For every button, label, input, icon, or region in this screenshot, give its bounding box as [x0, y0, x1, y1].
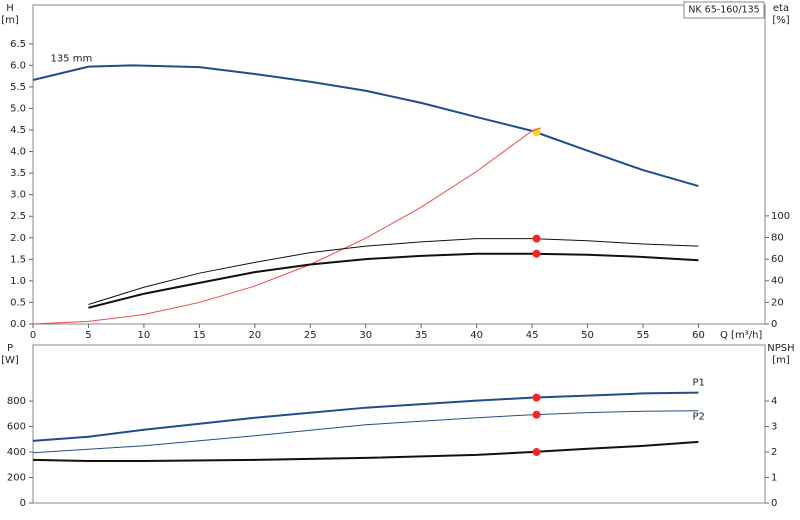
x-tick-label: 0 — [30, 330, 36, 341]
curve-label: 135 mm — [50, 54, 92, 65]
x-tick-label: 60 — [692, 330, 705, 341]
title-box — [683, 1, 765, 19]
x-tick-label: 40 — [470, 330, 483, 341]
y-axis-label: H — [6, 3, 14, 14]
y2-tick-label: 100 — [771, 211, 790, 222]
operating-point — [532, 249, 541, 258]
y-tick-label: 0 — [20, 498, 26, 509]
y2-axis-label: [m] — [772, 355, 790, 366]
y-tick-label: 0.5 — [10, 297, 26, 308]
y2-tick-label: 0 — [771, 319, 777, 330]
curve — [32, 391, 699, 442]
y2-axis-label: NPSH — [767, 343, 794, 354]
y2-tick-label: 80 — [771, 232, 784, 243]
y-tick-label: 600 — [7, 422, 26, 433]
y2-tick-label: 3 — [771, 422, 777, 433]
curve — [32, 440, 699, 462]
y-tick-label: 400 — [7, 447, 26, 458]
y2-tick-label: 2 — [771, 447, 777, 458]
plot-frame — [32, 4, 766, 325]
y-tick-label: 1.5 — [10, 254, 26, 265]
curve-label: P1 — [692, 378, 704, 389]
x-tick-label: 55 — [637, 330, 650, 341]
y-tick-label: 200 — [7, 473, 26, 484]
y-tick-label: 5.0 — [10, 103, 26, 114]
operating-point — [532, 448, 541, 457]
plot-frame — [32, 344, 766, 504]
operating-point — [532, 234, 541, 243]
y2-axis-label: [%] — [772, 15, 789, 26]
curve — [32, 410, 699, 454]
operating-point — [532, 410, 541, 419]
y-tick-label: 2.5 — [10, 211, 26, 222]
y-tick-label: 3.5 — [10, 168, 26, 179]
y2-tick-label: 1 — [771, 473, 777, 484]
operating-point — [532, 393, 541, 402]
y-tick-label: 0.0 — [10, 319, 26, 330]
x-tick-label: 35 — [415, 330, 428, 341]
chart-title: NK 65-160/135 — [688, 5, 759, 16]
y-tick-label: 4.5 — [10, 125, 26, 136]
y-tick-label: 5.5 — [10, 82, 26, 93]
x-tick-label: 10 — [138, 330, 151, 341]
curve — [32, 64, 699, 188]
y-tick-label: 800 — [7, 396, 26, 407]
curve — [88, 238, 699, 306]
x-tick-label: 5 — [85, 330, 91, 341]
y-axis-label: [m] — [1, 15, 19, 26]
y2-tick-label: 40 — [771, 276, 784, 287]
curve — [32, 127, 542, 325]
y2-axis-label: eta — [773, 3, 789, 14]
y-tick-label: 4.0 — [10, 147, 26, 158]
y2-tick-label: 20 — [771, 297, 784, 308]
curve — [88, 252, 699, 309]
y2-tick-label: 0 — [771, 498, 777, 509]
curve-label: P2 — [692, 412, 704, 423]
x-tick-label: 50 — [581, 330, 594, 341]
y-tick-label: 3.0 — [10, 190, 26, 201]
x-axis-label: Q [m³/h] — [720, 330, 762, 341]
x-tick-label: 25 — [304, 330, 317, 341]
x-tick-label: 30 — [359, 330, 372, 341]
x-tick-label: 15 — [193, 330, 206, 341]
y-axis-label: [W] — [1, 355, 19, 366]
x-tick-label: 20 — [248, 330, 261, 341]
y-tick-label: 1.0 — [10, 276, 26, 287]
y-axis-label: P — [7, 343, 13, 354]
y2-tick-label: 60 — [771, 254, 784, 265]
x-tick-label: 45 — [526, 330, 539, 341]
y-tick-label: 6.5 — [10, 39, 26, 50]
y-tick-label: 2.0 — [10, 233, 26, 244]
y2-tick-label: 4 — [771, 396, 777, 407]
y-tick-label: 6.0 — [10, 60, 26, 71]
